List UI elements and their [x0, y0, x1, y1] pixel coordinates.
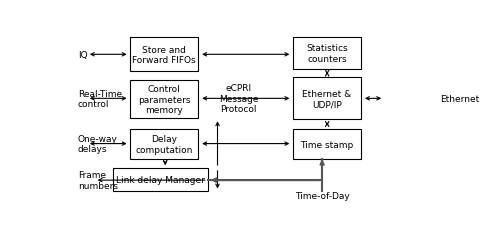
Text: Real-Time
control: Real-Time control [78, 89, 122, 108]
Text: Control
parameters
memory: Control parameters memory [138, 85, 190, 115]
Text: Ethernet: Ethernet [440, 94, 480, 103]
Text: Frame
numbers: Frame numbers [78, 171, 118, 190]
Text: One-way
delays: One-way delays [78, 134, 118, 154]
Text: Statistics
counters: Statistics counters [306, 44, 348, 63]
Bar [293, 78, 361, 120]
Text: Ethernet &
UDP/IP: Ethernet & UDP/IP [302, 89, 352, 108]
Text: IQ: IQ [78, 51, 88, 60]
Text: eCPRI
Message
Protocol: eCPRI Message Protocol [219, 84, 258, 114]
Bar [293, 129, 361, 160]
Bar [113, 168, 208, 192]
Text: Store and
Forward FIFOs: Store and Forward FIFOs [132, 45, 196, 65]
Bar [130, 38, 198, 72]
Text: Time stamp: Time stamp [300, 140, 354, 149]
Text: Time-of-Day: Time-of-Day [295, 191, 350, 200]
Bar [130, 129, 198, 160]
Bar [293, 38, 361, 70]
Text: Link delay Manager: Link delay Manager [116, 176, 205, 184]
Bar [130, 81, 198, 119]
Text: Delay
computation: Delay computation [136, 135, 193, 154]
